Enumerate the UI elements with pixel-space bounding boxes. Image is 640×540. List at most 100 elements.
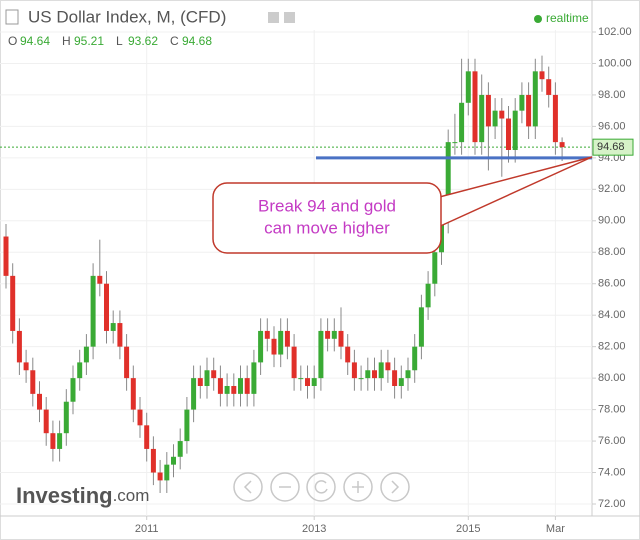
last-price-label: 94.68	[597, 141, 625, 153]
x-tick-label: 2013	[302, 523, 326, 535]
candle-body	[77, 362, 83, 379]
candle-body	[552, 94, 558, 143]
candle-body	[338, 330, 344, 347]
candle-body	[57, 433, 63, 449]
candle-body	[385, 362, 391, 371]
icon	[391, 480, 400, 494]
candle-body	[546, 79, 552, 95]
candle-body	[432, 252, 438, 284]
settings-icon[interactable]	[268, 12, 279, 23]
zoom-in[interactable]	[343, 472, 373, 502]
candle-body	[372, 370, 377, 379]
candle-body	[559, 142, 565, 148]
last-price-box	[592, 138, 634, 156]
candle-body	[512, 110, 518, 150]
candle-body	[479, 94, 485, 143]
callout-join	[427, 200, 439, 228]
candle-body	[418, 307, 424, 347]
candle-body	[171, 456, 176, 465]
ohlc: O 94.64 H 95.21 L 93.62 C 94.68	[8, 34, 212, 48]
ohlc-label: C	[170, 34, 179, 48]
candle-body	[97, 275, 103, 284]
candle-body	[351, 362, 357, 379]
candle-body	[405, 370, 411, 379]
candle-body	[224, 385, 230, 394]
candle-body	[50, 433, 56, 449]
candle-body	[30, 370, 36, 394]
candle-body	[258, 330, 264, 363]
y-tick-label: 90.00	[598, 215, 626, 227]
x-tick-label: 2011	[135, 523, 159, 535]
candle-body	[472, 71, 478, 143]
icon	[243, 480, 252, 494]
candle-body	[271, 338, 277, 355]
candle-body	[217, 378, 223, 394]
candle-body	[519, 94, 525, 111]
candle-body	[70, 378, 76, 402]
candle-body	[197, 378, 203, 386]
callout-text: can move higher	[264, 218, 390, 237]
candle-body	[83, 346, 89, 363]
candle-body	[499, 110, 505, 119]
x-tick-label: 2015	[456, 523, 480, 535]
ohlc-label: L	[116, 34, 123, 48]
reset[interactable]	[306, 472, 336, 502]
candle-body	[532, 71, 538, 127]
candle-body	[137, 409, 143, 426]
candle-body	[43, 409, 49, 434]
zoom-out[interactable]	[270, 472, 300, 502]
candle-body	[211, 370, 217, 379]
y-tick-label: 88.00	[598, 246, 626, 258]
ohlc-value: 94.64	[20, 34, 50, 48]
candle-body	[539, 71, 545, 80]
candle-body	[231, 385, 237, 394]
candle-body	[157, 472, 163, 481]
candle-body	[452, 142, 458, 144]
scroll-left[interactable]	[233, 472, 263, 502]
ohlc-value: 94.68	[182, 34, 212, 48]
logo: Investing.com	[16, 483, 149, 508]
candle-body	[110, 323, 116, 331]
candle-body	[425, 283, 431, 308]
candle-body	[130, 378, 136, 410]
candle-body	[191, 378, 197, 410]
candle-body	[23, 362, 29, 371]
candle-body	[365, 370, 371, 379]
x-tick-label: Mar	[546, 523, 565, 535]
logo-suffix: .com	[113, 486, 150, 505]
icon	[314, 480, 328, 494]
candle-body	[291, 346, 297, 379]
close-icon[interactable]	[284, 12, 295, 23]
callout-text: Break 94 and gold	[258, 196, 396, 215]
scroll-right[interactable]	[380, 472, 410, 502]
candle-body	[164, 464, 170, 481]
y-tick-label: 76.00	[598, 435, 626, 447]
candle-body	[264, 330, 270, 339]
collapse-icon[interactable]	[5, 9, 19, 25]
ohlc-value: 95.21	[74, 34, 104, 48]
callout	[212, 182, 442, 254]
candle-body	[10, 275, 16, 331]
candle-body	[325, 330, 331, 339]
candle-body	[526, 94, 532, 127]
candle-body	[278, 330, 284, 355]
y-tick-label: 86.00	[598, 278, 626, 290]
y-tick-label: 72.00	[598, 498, 626, 510]
candle-body	[144, 425, 150, 449]
candle-body	[124, 346, 130, 379]
y-tick-label: 96.00	[598, 120, 626, 132]
candle-body	[104, 283, 109, 331]
candle-body	[485, 94, 491, 127]
ohlc-value: 93.62	[128, 34, 158, 48]
candle-body	[238, 378, 243, 394]
candle-body	[506, 118, 511, 150]
candle-body	[318, 330, 324, 379]
y-tick-label: 102.00	[598, 26, 632, 38]
candle-body	[311, 378, 317, 386]
y-tick-label: 98.00	[598, 89, 626, 101]
icon	[352, 481, 364, 493]
candle-body	[398, 378, 404, 386]
candle-body	[3, 236, 9, 276]
candle-body	[204, 370, 210, 386]
